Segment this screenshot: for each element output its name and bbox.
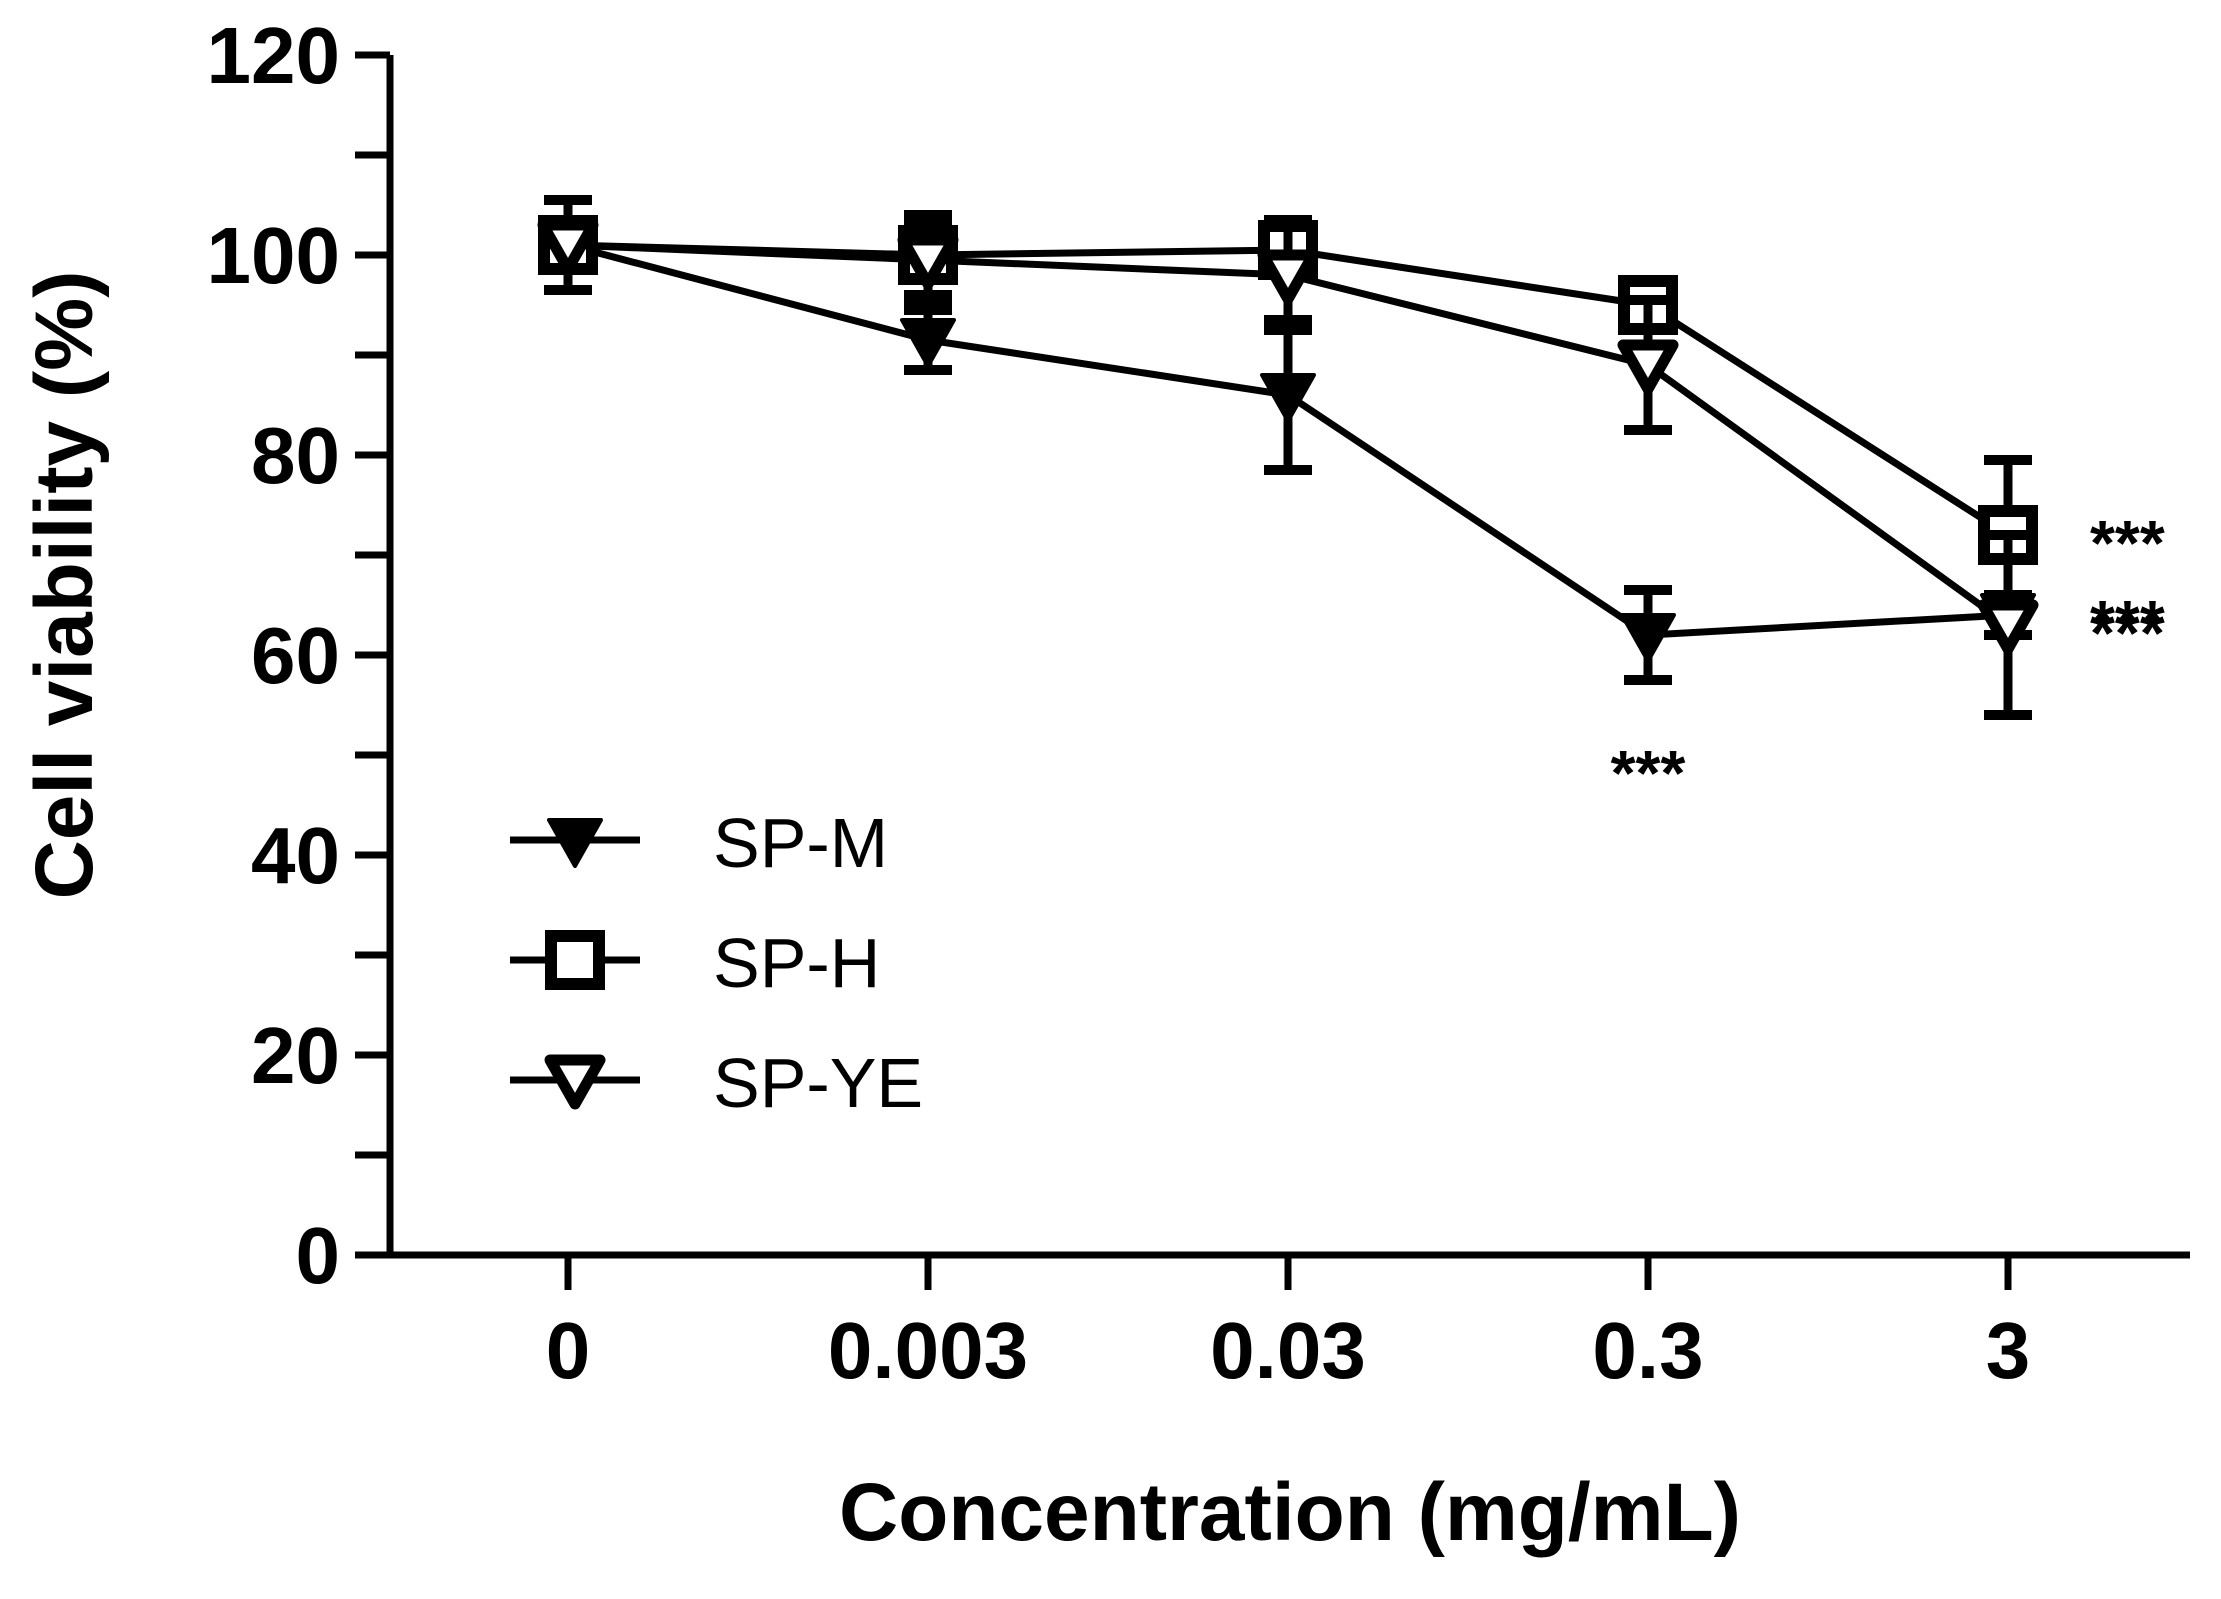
annotations: ************ bbox=[1611, 507, 2165, 809]
data-point bbox=[537, 219, 599, 275]
significance-annotation: *** bbox=[2090, 587, 2165, 659]
legend: SP-M SP-H SP-YE bbox=[510, 804, 923, 1122]
series-layer bbox=[537, 195, 2039, 720]
significance-annotation: *** bbox=[2090, 597, 2165, 669]
y-tick-label: 40 bbox=[251, 811, 340, 900]
series-sp-ye bbox=[537, 195, 2039, 720]
legend-item: SP-H bbox=[510, 924, 880, 1002]
y-tick-label: 80 bbox=[251, 411, 340, 500]
data-point bbox=[1260, 373, 1316, 423]
data-point bbox=[1257, 249, 1319, 305]
legend-marker bbox=[545, 930, 605, 990]
significance-annotation: *** bbox=[1611, 737, 1686, 809]
data-point bbox=[1620, 613, 1676, 663]
legend-label: SP-H bbox=[713, 924, 880, 1002]
x-tick-label: 0.3 bbox=[1592, 1306, 1703, 1395]
data-point bbox=[1977, 599, 2039, 655]
y-tick-label: 20 bbox=[251, 1011, 340, 1100]
legend-label: SP-YE bbox=[713, 1044, 923, 1122]
x-tick-label: 0.003 bbox=[828, 1306, 1028, 1395]
y-tick-label: 100 bbox=[207, 211, 340, 300]
data-point bbox=[1617, 339, 1679, 395]
legend-marker bbox=[544, 1054, 606, 1110]
y-tick-label: 0 bbox=[296, 1211, 341, 1300]
data-point bbox=[897, 234, 959, 290]
legend-item: SP-M bbox=[510, 804, 888, 882]
axes: 0 20 40 60 80 100 120 0 0.003 0.03 0.3 3 bbox=[207, 11, 2190, 1395]
legend-label: SP-M bbox=[713, 804, 888, 882]
x-tick-label: 0.03 bbox=[1210, 1306, 1366, 1395]
legend-item: SP-YE bbox=[510, 1044, 923, 1122]
y-tick-label: 120 bbox=[207, 11, 340, 100]
x-tick-label: 0 bbox=[546, 1306, 591, 1395]
significance-annotation: *** bbox=[2090, 507, 2165, 579]
data-point bbox=[900, 318, 956, 368]
y-tick-label: 60 bbox=[251, 611, 340, 700]
x-tick-label: 3 bbox=[1986, 1306, 2031, 1395]
y-axis-title: Cell viability (%) bbox=[19, 271, 110, 900]
legend-marker bbox=[547, 818, 603, 868]
x-axis-title: Concentration (mg/mL) bbox=[839, 1467, 1741, 1558]
